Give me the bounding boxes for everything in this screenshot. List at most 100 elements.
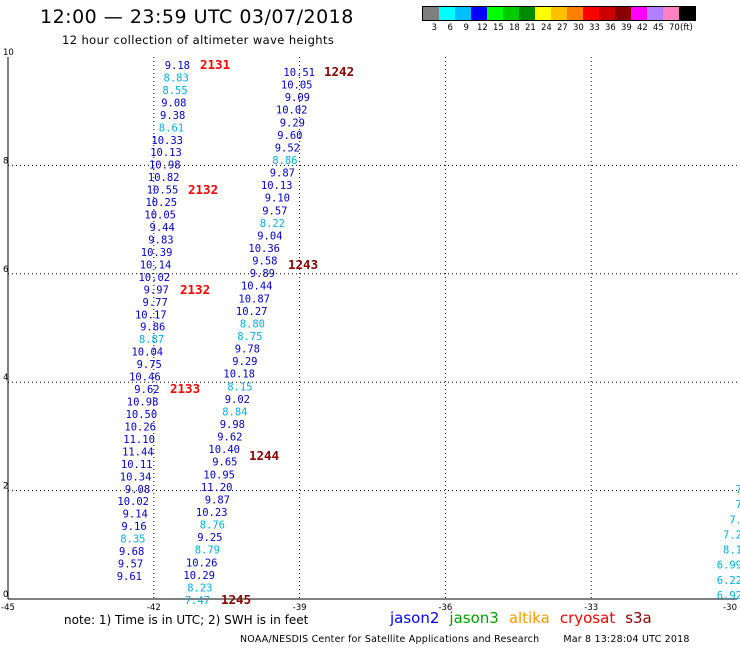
legend-swatch — [487, 7, 503, 20]
wave-height-readout: 6.22 — [717, 575, 740, 587]
wave-height-readout: 10.27 — [236, 306, 268, 318]
x-tick-label: -45 — [1, 603, 15, 613]
satellite-jason3: jason3 — [449, 609, 499, 627]
wave-height-readout: 9.58 — [252, 256, 277, 268]
wave-height-readout: 8.22 — [260, 218, 285, 230]
wave-height-readout: 8.75 — [237, 331, 262, 343]
legend-swatch — [551, 7, 567, 20]
y-tick-label: 2 — [3, 482, 8, 492]
legend-swatch — [663, 7, 679, 20]
wave-height-readout: 10.55 — [147, 185, 179, 197]
pass-time-label: 1242 — [324, 64, 354, 79]
legend-label: 24 — [541, 23, 552, 33]
legend-label: 27 — [557, 23, 568, 33]
legend-label: 15 — [493, 23, 504, 33]
wave-height-readout: 8.1 — [723, 545, 740, 557]
legend-label: 30 — [573, 23, 584, 33]
legend-swatch — [503, 7, 519, 20]
wave-height-readout: 10.18 — [223, 369, 255, 381]
x-tick-label: -30 — [723, 603, 737, 613]
wave-height-readout: 9.25 — [197, 532, 222, 544]
wave-height-readout: 11.20 — [201, 482, 233, 494]
wave-height-readout: 10.17 — [135, 309, 167, 321]
wave-height-readout: 9.83 — [148, 235, 173, 247]
wave-height-readout: 11.10 — [123, 434, 155, 446]
legend-swatch — [615, 7, 631, 20]
legend-label: 21 — [525, 23, 536, 33]
units-note: note: 1) Time is in UTC; 2) SWH is in fe… — [64, 613, 309, 627]
wave-height-readout: 10.13 — [150, 147, 182, 159]
wave-height-readout: 11.44 — [122, 446, 154, 458]
wave-height-readout: 9.87 — [270, 168, 295, 180]
wave-height-readout: 9.62 — [134, 384, 159, 396]
wave-height-readout: 9.18 — [165, 60, 190, 72]
x-tick-label: -39 — [293, 603, 307, 613]
wave-height-readout: 6.99 — [717, 560, 740, 572]
wave-height-readout: 9.97 — [144, 284, 169, 296]
y-tick-label: 10 — [3, 48, 14, 58]
wave-height-readout: 9.86 — [140, 322, 165, 334]
legend-label: (ft) — [680, 23, 693, 33]
pass-time-label: 2133 — [170, 381, 200, 396]
y-tick-label: 8 — [3, 156, 8, 166]
y-tick-label: 6 — [3, 265, 8, 275]
legend-swatch — [599, 7, 615, 20]
legend-label: 18 — [509, 23, 520, 33]
map-title: 12:00 — 23:59 UTC 03/07/2018 — [40, 6, 354, 28]
wave-height-readout: 10.05 — [144, 210, 176, 222]
pass-time-label: 1245 — [221, 592, 251, 607]
wave-height-color-legend: 3 6 9 12 15 18 21 24 27 30 33 36 39 42 45 70 (ft) — [422, 6, 696, 33]
wave-height-readout: 10.40 — [208, 444, 240, 456]
legend-swatch — [455, 7, 471, 20]
legend-swatch — [583, 7, 599, 20]
wave-height-readout: 10.14 — [140, 259, 172, 271]
wave-height-readout: 9.57 — [118, 559, 143, 571]
wave-height-readout: 8.61 — [159, 122, 184, 134]
wave-height-readout: 9.14 — [123, 509, 148, 521]
wave-height-readout: 9.78 — [235, 344, 260, 356]
wave-height-readout: 8.76 — [200, 520, 225, 532]
wave-height-readout: 10.46 — [129, 372, 161, 384]
wave-height-readout: 10.04 — [131, 347, 163, 359]
legend-label: 33 — [589, 23, 600, 33]
wave-height-readout: 8.84 — [222, 406, 247, 418]
legend-swatch — [567, 7, 583, 20]
legend-swatches — [422, 6, 696, 21]
wave-height-readout: 10.25 — [145, 197, 177, 209]
wave-height-readout: 10.02 — [276, 105, 308, 117]
wave-height-readout: 10.34 — [120, 471, 152, 483]
wave-height-readout: 8.80 — [240, 318, 265, 330]
satellite-cryosat: cryosat — [559, 609, 616, 627]
wave-height-readout: 9.60 — [277, 130, 302, 142]
wave-height-readout: 9.38 — [160, 110, 185, 122]
legend-label: 3 — [431, 23, 437, 33]
wave-height-readout: 10.02 — [117, 496, 149, 508]
pass-time-label: 2132 — [188, 182, 218, 197]
wave-height-readout: 10.50 — [126, 409, 158, 421]
legend-label: 6 — [447, 23, 453, 33]
wave-height-readout: 10.51 — [283, 67, 315, 79]
legend-swatch — [519, 7, 535, 20]
wave-height-readout: 8.79 — [195, 545, 220, 557]
pass-time-label: 2131 — [200, 57, 230, 72]
legend-label: 39 — [621, 23, 632, 33]
wave-height-readout: 8.35 — [120, 534, 145, 546]
wave-height-readout: 9.02 — [225, 394, 250, 406]
legend-swatch — [423, 7, 439, 20]
satellite-s3a: s3a — [625, 609, 652, 627]
wave-height-readout: 10.23 — [196, 507, 228, 519]
x-tick-label: -33 — [584, 603, 598, 613]
legend-swatch — [679, 7, 695, 20]
map-subtitle: 12 hour collection of altimeter wave hei… — [62, 33, 335, 47]
pass-time-label: 1243 — [288, 257, 318, 272]
wave-height-readout: 9.62 — [217, 432, 242, 444]
wave-height-readout: 9.57 — [262, 205, 287, 217]
wave-height-readout: 10.82 — [148, 172, 180, 184]
wave-height-readout: 9.87 — [205, 494, 230, 506]
wave-height-readout: 9.10 — [265, 193, 290, 205]
legend-label: 36 — [605, 23, 616, 33]
wave-height-readout: 9.77 — [143, 297, 168, 309]
wave-height-readout: 8.15 — [227, 381, 252, 393]
wave-height-readout: 10.11 — [121, 459, 153, 471]
